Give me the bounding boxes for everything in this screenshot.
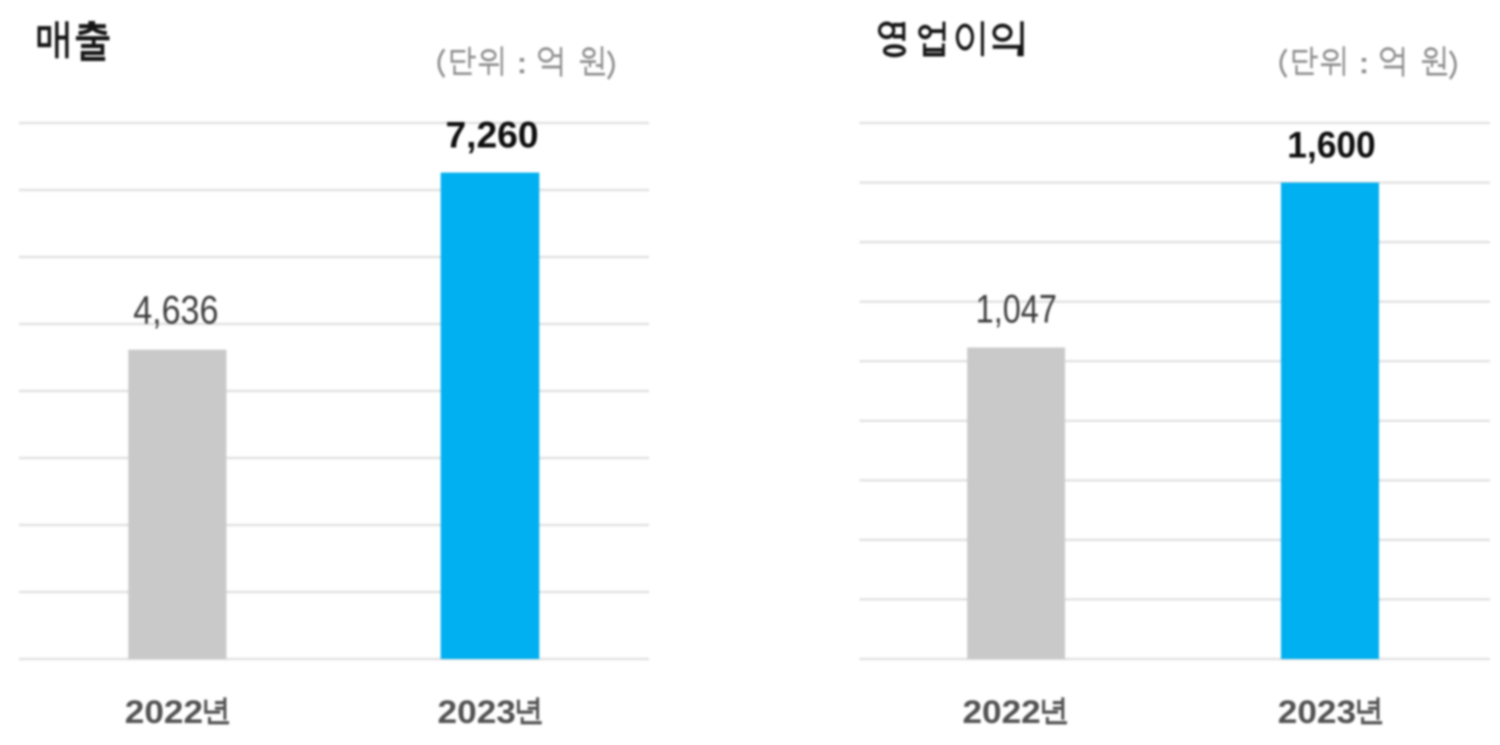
svg-text:2022: 2022 <box>962 694 1040 731</box>
svg-text:4,636: 4,636 <box>133 288 218 332</box>
svg-text:2022: 2022 <box>125 694 203 731</box>
svg-text:2023: 2023 <box>438 694 516 731</box>
svg-text:2023: 2023 <box>1278 694 1356 731</box>
svg-text:1,047: 1,047 <box>976 286 1057 331</box>
svg-text:1,600: 1,600 <box>1287 124 1375 166</box>
svg-text:7,260: 7,260 <box>445 114 538 156</box>
